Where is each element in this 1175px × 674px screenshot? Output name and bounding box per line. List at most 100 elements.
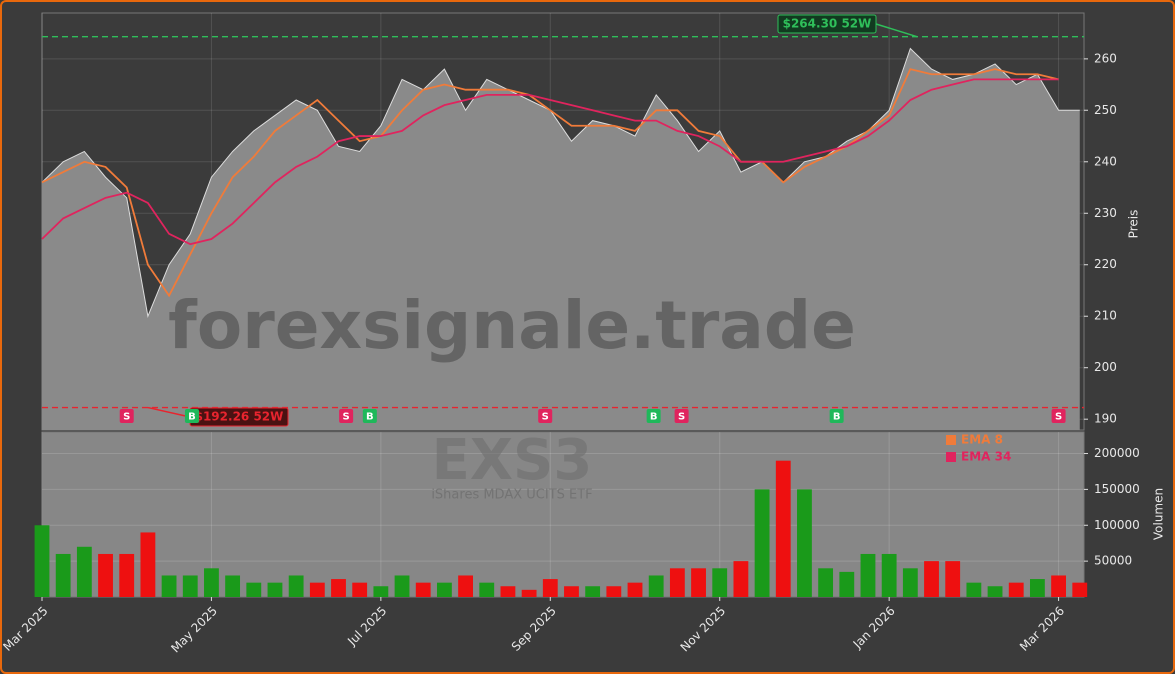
volume-bar — [34, 525, 50, 597]
volume-bar — [1029, 579, 1045, 597]
high-label: $264.30 52W — [783, 17, 872, 31]
y-tick-label: 150000 — [1094, 482, 1140, 496]
x-tick-label: Sep 2025 — [509, 604, 559, 654]
signal-marker — [829, 409, 844, 423]
price-line — [41, 47, 1080, 319]
y-tick-label: 100000 — [1094, 518, 1140, 532]
y-tick-label: 250 — [1094, 103, 1117, 117]
volume-bar — [415, 582, 431, 597]
volume-bar — [966, 582, 982, 597]
y-tick-label: 210 — [1094, 309, 1117, 323]
signal-marker — [339, 409, 354, 423]
volume-bar — [542, 579, 558, 597]
y-tick-label: 220 — [1094, 257, 1117, 271]
volume-bar — [733, 561, 749, 597]
volume-bar — [331, 579, 346, 597]
x-tick-label: Mar 2026 — [1017, 604, 1067, 654]
signal-marker — [184, 409, 199, 423]
legend-label: EMA 8 — [961, 433, 1003, 447]
volume-bar — [860, 553, 876, 597]
volume-bar — [55, 553, 71, 597]
volume-bar — [585, 586, 601, 597]
y-tick-label: 200000 — [1094, 446, 1140, 460]
y-tick-label: 190 — [1094, 412, 1117, 426]
x-tick-label: May 2025 — [168, 604, 220, 656]
y2-axis-label: Volumen — [1152, 488, 1166, 540]
volume-bar — [119, 553, 135, 597]
volume-bar — [1008, 582, 1024, 597]
volume-bar — [564, 586, 579, 597]
volume-bar — [225, 575, 241, 597]
watermark: forexsignale.trade — [168, 287, 856, 364]
x-tick-label: Jul 2025 — [344, 604, 389, 649]
volume-bar — [182, 575, 198, 597]
volume-bar — [309, 582, 325, 597]
subtitle-watermark: iShares MDAX UCITS ETF — [431, 488, 592, 503]
volume-bar — [818, 568, 834, 597]
volume-bar — [606, 586, 622, 597]
volume-bar — [902, 568, 918, 597]
volume-bar — [669, 568, 685, 597]
y-tick-label: 50000 — [1094, 554, 1132, 568]
signal-marker — [1051, 409, 1066, 423]
volume-bar — [712, 568, 728, 597]
y-axis-label: Preis — [1127, 210, 1141, 239]
volume-bar — [797, 489, 812, 597]
signal-marker — [119, 409, 134, 423]
signal-label: S — [542, 412, 549, 423]
volume-bar — [288, 575, 304, 597]
volume-bar — [521, 589, 537, 597]
signal-marker — [674, 409, 689, 423]
signal-marker — [362, 409, 377, 423]
legend-label: EMA 34 — [961, 450, 1011, 464]
volume-bar — [352, 582, 368, 597]
low-label: $192.26 52W — [195, 410, 284, 424]
volume-bar — [924, 561, 939, 597]
ema-line — [41, 78, 1059, 246]
volume-bar — [76, 546, 92, 597]
volume-bar — [246, 582, 262, 597]
y-tick-label: 260 — [1094, 51, 1117, 65]
legend-swatch — [946, 452, 956, 462]
volume-bar — [161, 575, 177, 597]
y-tick-label: 230 — [1094, 206, 1117, 220]
x-tick-label: Nov 2025 — [678, 604, 729, 655]
low-arrow — [147, 406, 191, 418]
volume-bar — [754, 489, 770, 597]
price-area — [42, 48, 1080, 431]
signal-label: B — [366, 412, 374, 423]
volume-bar — [1072, 582, 1088, 597]
volume-bar — [436, 582, 452, 597]
volume-bar — [479, 582, 495, 597]
signal-label: S — [123, 412, 130, 423]
volume-bar — [839, 571, 855, 597]
volume-bar — [881, 553, 897, 597]
y-tick-label: 200 — [1094, 360, 1117, 374]
signal-label: B — [188, 412, 196, 423]
signal-label: S — [343, 412, 350, 423]
volume-bar — [627, 582, 643, 597]
volume-bar — [140, 532, 156, 597]
y-tick-label: 240 — [1094, 154, 1117, 168]
volume-bar — [458, 575, 473, 597]
volume-bar — [98, 553, 113, 597]
volume-bar — [691, 568, 706, 597]
x-tick-label: Jan 2026 — [850, 604, 898, 652]
volume-bar — [1051, 575, 1066, 597]
volume-bar — [775, 460, 791, 597]
signal-label: B — [833, 412, 841, 423]
ema-line — [41, 68, 1059, 298]
signal-marker — [538, 409, 553, 423]
symbol-watermark: EXS3 — [432, 428, 593, 493]
high-arrow — [875, 23, 918, 38]
volume-bar — [394, 575, 410, 597]
volume-bar — [500, 586, 516, 597]
signal-label: S — [1055, 412, 1062, 423]
volume-bar — [267, 582, 283, 597]
volume-bar — [204, 568, 219, 597]
x-tick-label: Mar 2025 — [2, 604, 51, 654]
volume-bar — [945, 561, 961, 597]
volume-bar — [373, 586, 389, 597]
